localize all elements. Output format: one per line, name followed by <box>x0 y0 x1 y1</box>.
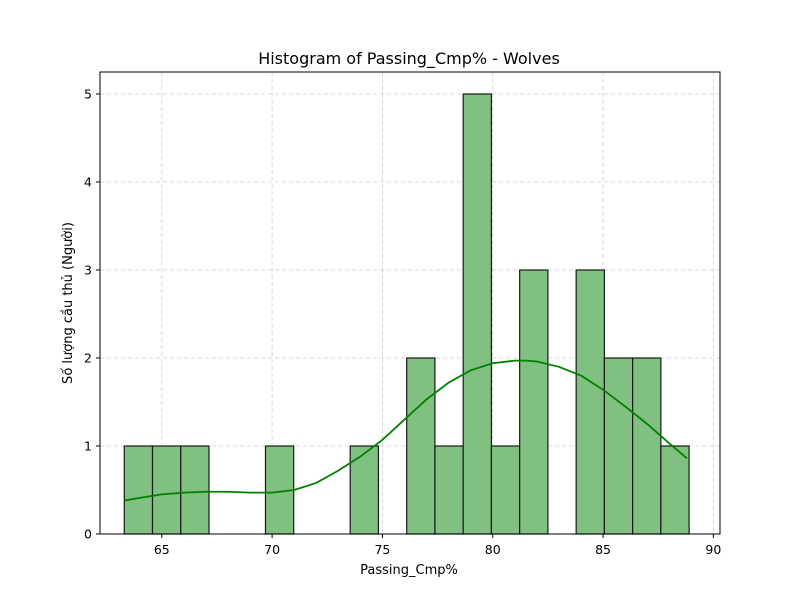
histogram-bar-12 <box>462 93 493 535</box>
histogram-bar-0 <box>123 445 154 535</box>
x-tick-label-2: 75 <box>374 542 390 557</box>
histogram-bars <box>123 93 690 535</box>
y-tick-label-5: 5 <box>84 87 92 102</box>
histogram-bar-1 <box>151 445 182 535</box>
histogram-bar-2 <box>180 445 210 535</box>
y-tick-label-3: 3 <box>84 263 92 278</box>
histogram-bar-17 <box>603 357 634 535</box>
x-tick-label-3: 80 <box>485 542 501 557</box>
x-axis-ticks: 65 70 75 80 85 90 <box>154 534 721 557</box>
x-tick-label-0: 65 <box>154 542 170 557</box>
histogram-bar-13 <box>490 445 521 535</box>
x-tick-label-5: 90 <box>705 542 721 557</box>
y-tick-label-1: 1 <box>84 439 92 454</box>
histogram-bar-16 <box>575 269 605 535</box>
histogram-bar-10 <box>406 357 436 535</box>
histogram-bar-18 <box>632 357 662 535</box>
histogram-bar-11 <box>434 445 464 535</box>
y-tick-label-4: 4 <box>84 175 92 190</box>
y-tick-label-2: 2 <box>84 351 92 366</box>
x-tick-label-4: 85 <box>595 542 611 557</box>
y-axis-title: Số lượng cầu thủ (Người) <box>61 222 76 384</box>
kde-curve <box>124 359 688 502</box>
histogram-bar-8 <box>349 445 380 535</box>
x-axis-title: Passing_Cmp% <box>360 563 458 578</box>
histogram-bar-19 <box>660 445 690 535</box>
x-tick-label-1: 70 <box>264 542 280 557</box>
y-tick-label-0: 0 <box>84 527 92 542</box>
chart-title: Histogram of Passing_Cmp% - Wolves <box>258 49 560 69</box>
histogram-bar-14 <box>519 269 549 535</box>
y-axis-ticks: 0 1 2 3 4 5 <box>84 87 100 542</box>
plot-frame <box>99 71 721 535</box>
